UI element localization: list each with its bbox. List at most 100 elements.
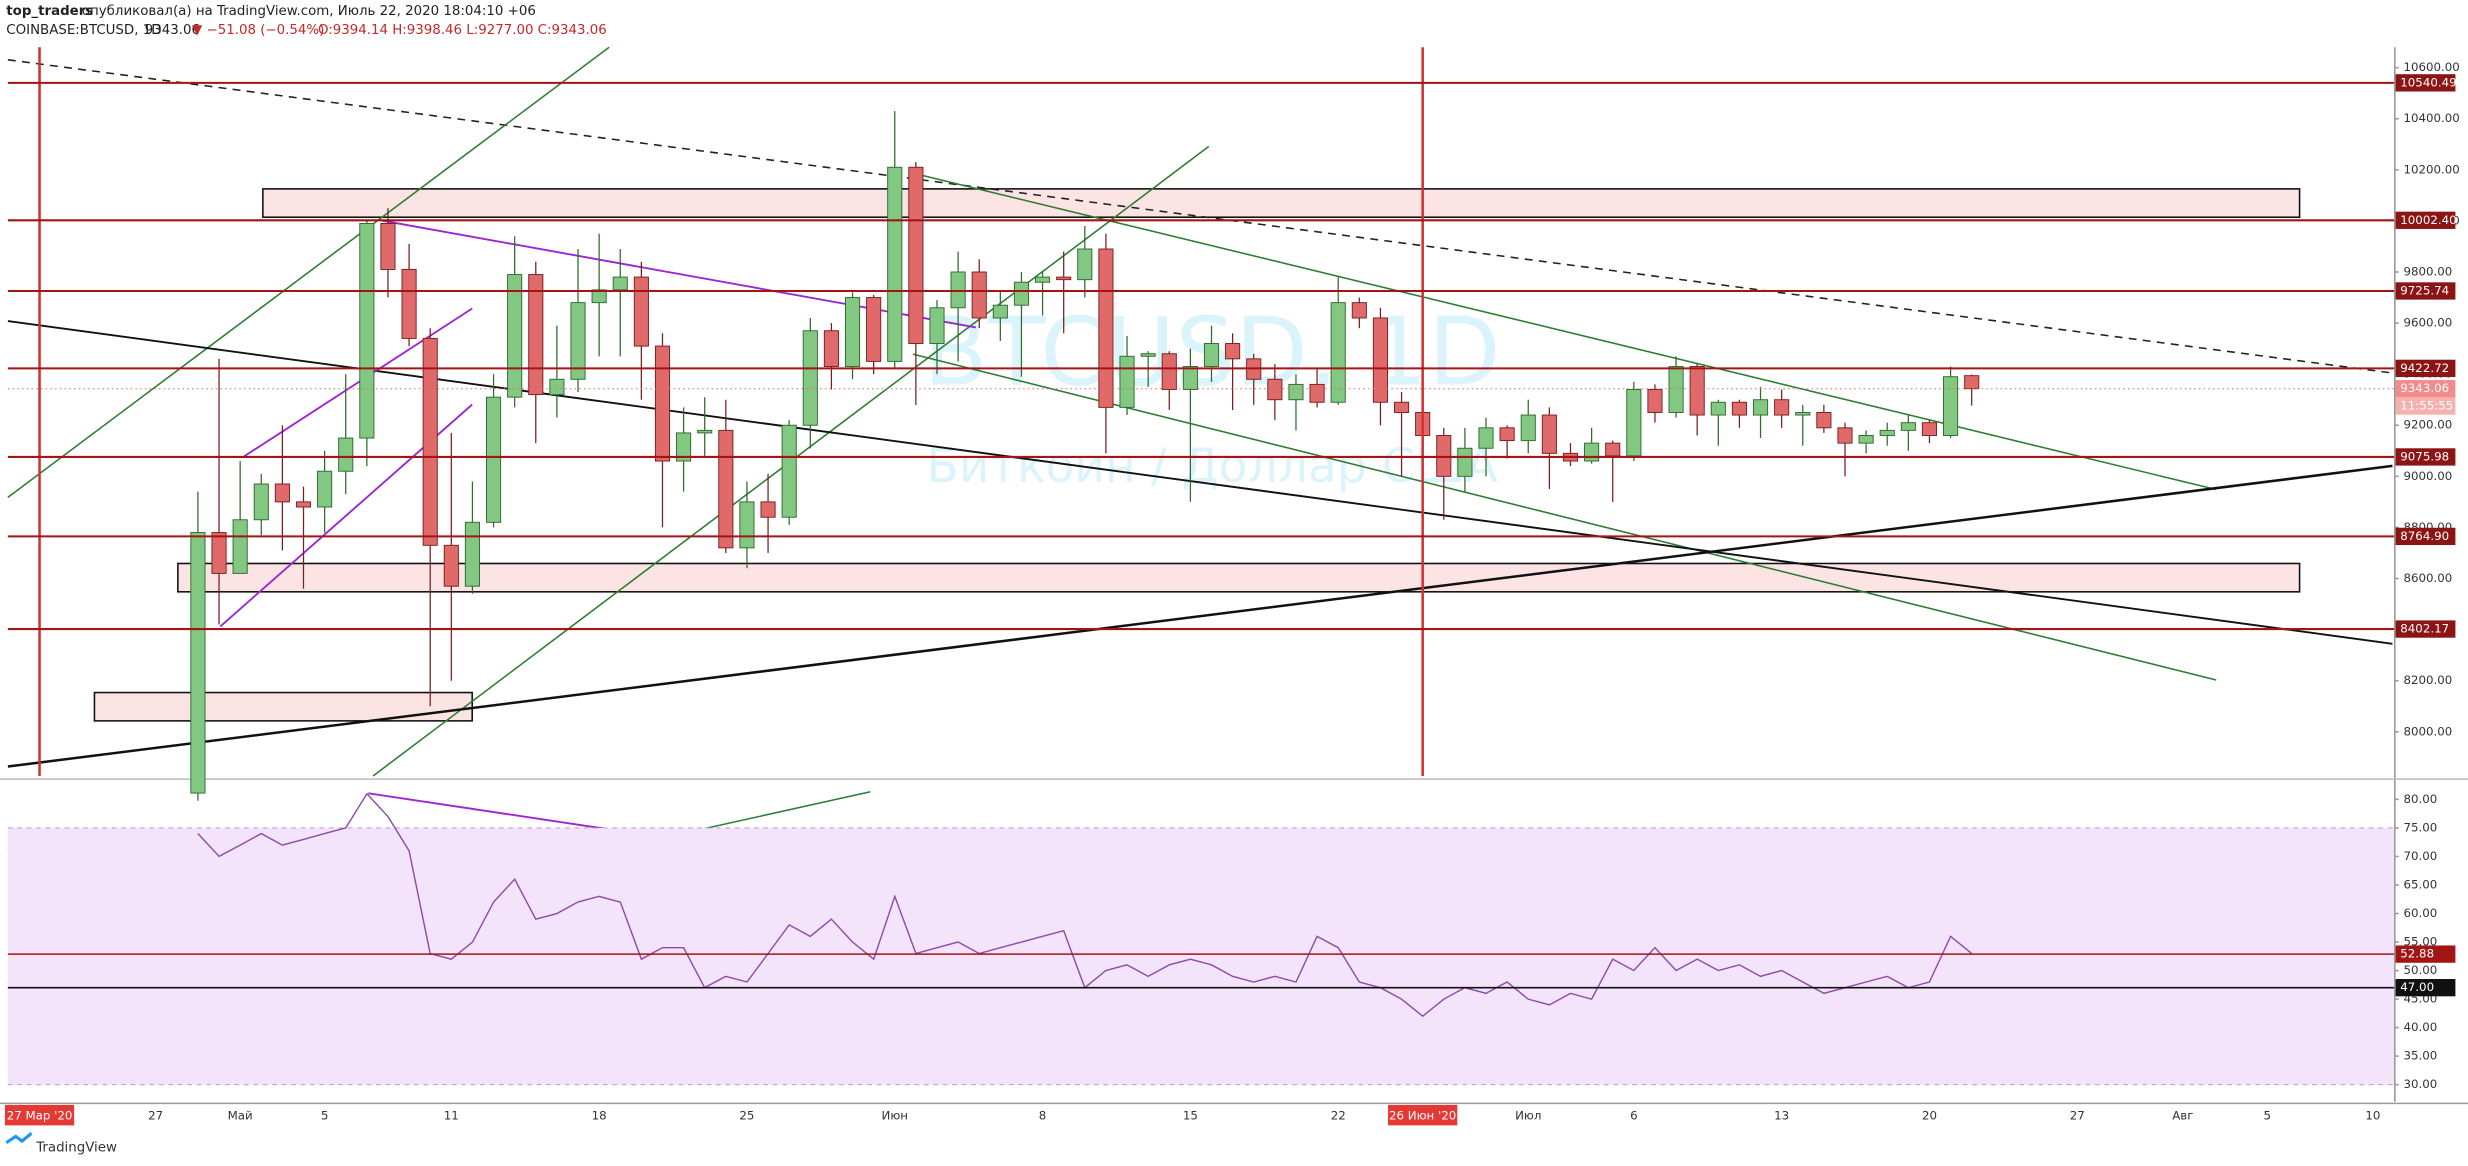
y-tick-label: 35.00 [2403,1049,2437,1063]
footer: TradingView [5,1132,117,1155]
level-label: 10002.40 [2400,213,2456,227]
candle-body [1752,399,1769,416]
y-tick-label: 10400.00 [2403,111,2459,125]
candle-body [1098,248,1114,408]
candle-body [1393,401,1410,413]
y-tick-label: 55.00 [2403,935,2437,949]
candle-body [1816,412,1832,429]
candle-body [1964,375,1980,390]
candle-body [274,483,290,503]
candle-body [760,501,776,518]
candle-body [866,297,882,362]
x-tick-label: 18 [592,1108,607,1122]
level-label: 8402.17 [2400,622,2449,636]
level-label: 9075.98 [2400,449,2449,463]
candle-body [422,337,438,546]
candle-body [507,274,523,398]
candle-body [1077,248,1093,281]
candle-body [1499,427,1515,442]
candle-body [1288,383,1304,401]
candle-body [1457,447,1473,477]
level-label: 8764.90 [2400,529,2449,543]
marker-label: 26 Июн '20 [1389,1108,1456,1122]
candle-body [1900,422,1916,431]
y-tick-label: 8600.00 [2403,571,2452,585]
level-label: 10540.49 [2400,75,2456,89]
ohlc: O:9394.14 H:9398.46 L:9277.00 C:9343.06 [318,23,607,38]
y-tick-label: 75.00 [2403,820,2437,834]
level-label: 47.00 [2400,980,2434,994]
trend-line [7,46,610,499]
candle-body [739,501,755,549]
candle-body [1520,414,1536,442]
trend-line [7,59,2393,374]
x-tick-label: 10 [2365,1108,2380,1122]
y-tick-label: 70.00 [2403,849,2437,863]
y-tick-label: 50.00 [2403,963,2437,977]
last-price-box [2395,380,2456,398]
candle-body [887,166,903,362]
x-tick-label: 6 [1630,1108,1638,1122]
candle-body [654,345,671,462]
candle-body [633,276,649,347]
y-tick-label: 65.00 [2403,877,2437,891]
candle-body [1668,366,1684,413]
level-box [2395,211,2456,229]
candle-body [1478,427,1494,449]
y-tick-label: 9200.00 [2403,418,2452,432]
change: ▼ −51.08 (−0.54%) [192,23,324,38]
level-label: 9725.74 [2400,283,2449,297]
candle-body [929,307,945,344]
level-box [2395,620,2456,638]
trend-line [7,320,2393,645]
candle-body [1541,414,1557,454]
candle-body [612,276,628,291]
candle-body [1689,366,1705,416]
candle-body [718,429,734,549]
last-price-label: 9343.06 [2400,381,2449,395]
candle-body [1858,435,1874,444]
candle-body [1710,401,1726,416]
x-tick-label: 5 [321,1108,329,1122]
candle-body [1647,389,1663,413]
level-label: 52.88 [2400,947,2434,961]
candle-body [971,271,987,319]
x-tick-label: 27 [148,1108,163,1122]
x-tick-label: 11 [444,1108,459,1122]
level-box [2395,527,2456,546]
candle-body [802,330,818,426]
last-price-header: 9343.06 [145,23,200,38]
x-tick-label: 8 [1039,1108,1047,1122]
y-tick-label: 30.00 [2403,1077,2437,1091]
footer-text: TradingView [35,1140,117,1155]
y-tick-label: 40.00 [2403,1020,2437,1034]
candle-body [359,222,375,439]
candle-body [1584,442,1600,462]
x-tick-label: Май [228,1108,253,1122]
candle-body [464,521,480,587]
candle-body [1182,366,1198,390]
candle-body [908,166,924,344]
x-tick-label: 13 [1774,1108,1789,1122]
level-label: 9422.72 [2400,361,2449,375]
candle-body [676,432,692,462]
candle-body [190,532,206,794]
y-tick-label: 9600.00 [2403,316,2452,330]
x-tick-label: 5 [2264,1108,2272,1122]
candle-body [1605,442,1621,457]
y-tick-label: 8200.00 [2403,673,2452,687]
candle-body [1626,389,1642,457]
y-tick-label: 8000.00 [2403,724,2452,738]
x-tick-label: 27 [2070,1108,2085,1122]
candle-body [338,437,354,472]
candle-body [528,274,544,396]
candle-body [950,271,966,309]
candle-body [1056,276,1072,281]
marker-box [1388,1104,1458,1126]
x-tick-label: 15 [1183,1108,1198,1122]
zone [93,691,473,722]
candle-body [570,302,586,380]
candle-body [1330,302,1346,403]
candle-body [1119,355,1135,408]
y-tick-label: 9000.00 [2403,469,2452,483]
